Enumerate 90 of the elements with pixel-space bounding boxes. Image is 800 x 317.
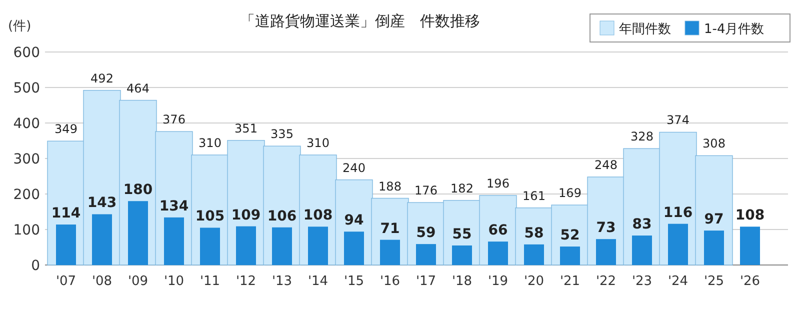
x-tick-label: '26 (740, 274, 760, 289)
data-label: 161 (522, 188, 546, 203)
bar (308, 226, 328, 265)
data-label: 116 (663, 204, 693, 221)
data-label: 308 (702, 136, 726, 151)
data-label: 328 (630, 130, 654, 144)
data-label: 108 (735, 208, 765, 224)
x-tick-label: '10 (164, 274, 184, 289)
bar (452, 245, 472, 265)
x-tick-label: '09 (128, 274, 148, 289)
x-tick-label: '18 (452, 274, 472, 289)
data-label: 240 (342, 160, 366, 175)
data-label: 335 (270, 127, 294, 142)
y-tick-label: 100 (13, 222, 40, 238)
data-label: 73 (596, 220, 616, 236)
x-tick-label: '25 (704, 274, 724, 289)
data-label: 105 (195, 208, 225, 225)
data-label: 71 (380, 220, 400, 237)
data-label: 374 (666, 113, 690, 128)
y-tick-label: 200 (13, 187, 40, 203)
x-tick-label: '08 (92, 274, 112, 289)
bar (56, 224, 76, 265)
x-tick-label: '16 (380, 274, 400, 289)
bar (380, 240, 400, 265)
data-label: 248 (594, 158, 618, 172)
x-tick-label: '19 (488, 274, 508, 289)
bar (704, 230, 724, 265)
data-label: 310 (198, 136, 222, 150)
data-label: 169 (558, 186, 582, 200)
data-label: 55 (452, 226, 472, 242)
y-tick-label: 600 (13, 45, 40, 61)
data-label: 94 (344, 212, 364, 229)
y-tick-label: 400 (13, 116, 40, 132)
data-label: 108 (303, 208, 333, 224)
bar (632, 236, 652, 265)
x-tick-label: '15 (344, 274, 364, 289)
x-tick-label: '21 (560, 274, 580, 289)
data-label: 59 (416, 225, 436, 242)
bar (236, 226, 256, 265)
data-label: 182 (450, 181, 474, 196)
data-label: 114 (51, 206, 81, 222)
data-label: 106 (267, 208, 297, 224)
bar (416, 244, 436, 265)
bar (200, 228, 220, 265)
data-label: 143 (87, 195, 117, 212)
data-label: 349 (54, 122, 78, 136)
data-label: 58 (524, 225, 544, 242)
x-tick-label: '12 (236, 274, 256, 289)
bar (488, 242, 508, 265)
bar (344, 232, 364, 265)
data-label: 180 (123, 182, 153, 198)
data-label: 310 (306, 136, 330, 150)
data-label: 134 (159, 198, 189, 214)
data-label: 376 (162, 112, 186, 127)
chart-title: 「道路貨物運送業」倒産 件数推移 (240, 12, 480, 30)
x-tick-label: '23 (632, 274, 652, 289)
x-tick-label: '24 (668, 274, 688, 289)
data-label: 196 (486, 176, 510, 190)
data-label: 97 (704, 212, 724, 228)
data-label: 109 (231, 207, 261, 224)
x-tick-label: '22 (596, 274, 616, 289)
x-tick-label: '17 (416, 274, 436, 289)
data-label: 52 (560, 228, 580, 244)
data-label: 188 (378, 179, 402, 194)
bar (92, 214, 112, 265)
data-label: 176 (414, 184, 438, 198)
legend-label: 年間件数 (619, 22, 671, 37)
x-tick-label: '07 (56, 274, 76, 289)
bar (272, 227, 292, 265)
data-label: 66 (488, 222, 508, 239)
bar (560, 246, 580, 265)
bar (128, 201, 148, 265)
data-label: 83 (632, 216, 652, 233)
x-tick-label: '20 (524, 274, 544, 289)
data-label: 492 (90, 71, 114, 86)
y-axis-title: (件) (8, 19, 32, 34)
bar (740, 226, 760, 265)
bar (668, 224, 688, 265)
bar (596, 239, 616, 265)
x-tick-label: '11 (200, 274, 220, 289)
data-label: 351 (234, 121, 258, 136)
y-tick-label: 0 (31, 258, 40, 274)
y-tick-label: 500 (13, 80, 40, 96)
bar (524, 244, 544, 265)
bar (164, 217, 184, 265)
x-tick-label: '13 (272, 274, 292, 289)
data-label: 464 (126, 81, 150, 96)
legend-label: 1-4月件数 (704, 22, 764, 37)
x-tick-label: '14 (308, 274, 328, 289)
y-tick-label: 300 (13, 152, 40, 168)
